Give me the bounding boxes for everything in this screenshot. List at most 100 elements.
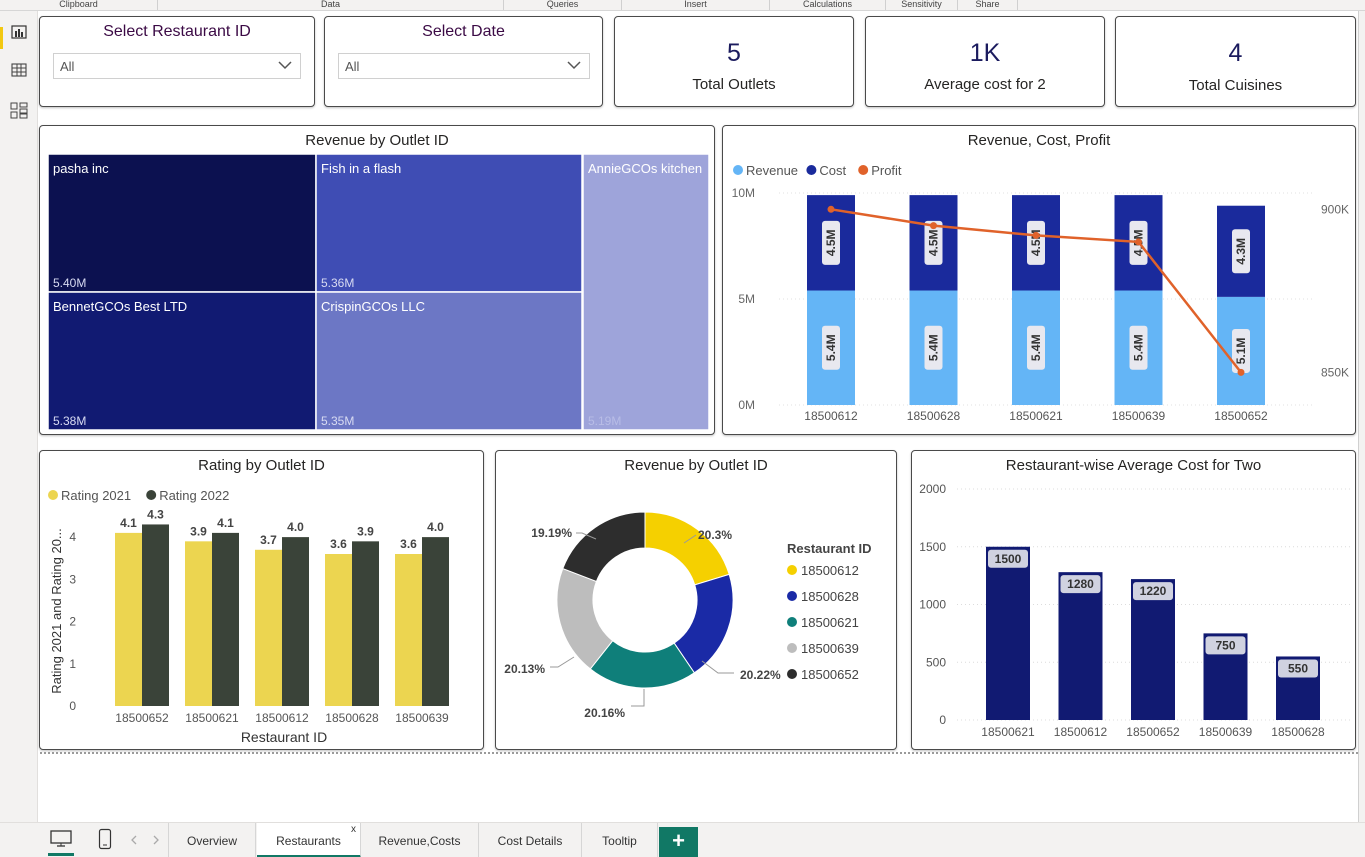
kpi-value: 1K [969,39,1001,67]
slice-label: 20.22% [740,668,781,682]
rating-2021-bar[interactable] [325,554,352,706]
treemap-tile[interactable] [315,153,583,293]
data-label: 4.1 [120,516,137,530]
kpi-average-cost[interactable]: 1K Average cost for 2 [865,16,1105,107]
kpi-total-outlets[interactable]: 5 Total Outlets [614,16,854,107]
table-view-icon[interactable] [10,61,28,79]
profit-point[interactable] [930,222,937,230]
data-label: 3.6 [400,537,417,551]
legend-marker [787,643,797,653]
treemap-tile[interactable] [582,153,710,431]
ribbon-data[interactable]: Data [158,0,504,10]
legend-marker [146,490,157,500]
desktop-layout-icon[interactable] [50,830,72,848]
x-tick-label: 18500621 [185,711,239,725]
avgcost-bar[interactable] [986,546,1030,720]
ribbon-insert[interactable]: Insert [622,0,770,10]
y-tick-label: 1 [69,657,76,671]
rating-2022-bar[interactable] [282,537,309,706]
treemap-tile[interactable] [315,291,583,431]
scroll-right-icon[interactable] [152,835,160,845]
data-label-pill [1232,328,1250,373]
profit-point[interactable] [827,205,835,213]
combo-title: Revenue, Cost, Profit [967,132,1111,149]
treemap-tile-name: BennetGCOs Best LTD [53,299,187,314]
scroll-left-icon[interactable] [130,835,138,845]
donut-title: Revenue by Outlet ID [624,457,768,474]
donut-slice[interactable] [644,511,730,586]
tab-restaurants[interactable]: Restaurants x [257,823,361,857]
restaurant-dropdown[interactable]: All [53,53,301,79]
ribbon-share[interactable]: Share [958,0,1018,10]
kpi-total-cuisines[interactable]: 4 Total Cuisines [1115,16,1356,107]
data-label: 4.1 [217,516,234,530]
ribbon-clipboard[interactable]: Clipboard [0,0,158,10]
treemap-tile[interactable] [47,153,317,293]
x-tick-label: 18500612 [804,409,858,423]
ribbon-calculations[interactable]: Calculations [770,0,886,10]
slicer-restaurant-title: Select Restaurant ID [103,23,251,40]
avgcost-visual[interactable]: Restaurant-wise Average Cost for Two 200… [911,450,1356,750]
slicer-date: Select Date All [324,16,603,107]
data-label: 4.5M [1027,220,1045,265]
y-tick-label: 0 [69,699,76,713]
kpi-label: Average cost for 2 [924,76,1046,93]
data-label-pill [1129,325,1148,370]
treemap-tile-name: pasha inc [53,161,109,176]
add-page-button[interactable]: + [659,827,698,857]
y-tick-label: 4 [69,530,76,544]
rating-2021-bar[interactable] [395,554,422,706]
close-tab-icon[interactable]: x [351,824,356,835]
mobile-layout-icon[interactable] [98,828,112,850]
legend-marker [858,165,869,175]
rating-2021-bar[interactable] [115,532,142,706]
donut-visual[interactable]: Revenue by Outlet ID 20.3% 20.22% 20.16% 20… [495,450,897,750]
y-tick-label: 1500 [919,540,946,554]
profit-point[interactable] [1032,231,1040,239]
treemap-svg: pasha inc 5.40M Fish in a flash 5.36M AnnieG… [47,153,710,431]
rating-2022-bar[interactable] [212,532,239,706]
treemap-visual[interactable]: Revenue by Outlet ID pasha inc 5.40M Fish … [39,125,715,435]
rating-2021-bar[interactable] [185,541,212,706]
profit-point[interactable] [1135,238,1142,246]
rating-visual[interactable]: Rating by Outlet ID Rating 2021 Rating 20… [39,450,484,750]
leader-line [683,534,697,544]
profit-point[interactable] [1237,368,1245,376]
page-boundary-line [40,752,1358,754]
date-dropdown[interactable]: All [338,53,590,79]
rating-2022-bar[interactable] [422,537,449,706]
ribbon-queries[interactable]: Queries [504,0,622,10]
kpi-label: Total Cuisines [1188,77,1283,94]
tab-revenue-costs[interactable]: Revenue,Costs [361,823,479,857]
avgcost-bar[interactable] [1058,572,1103,720]
donut-slice[interactable] [562,511,646,583]
data-label: 4.5M [924,220,943,265]
data-label: 5.4M [924,325,943,370]
rating-2022-bar[interactable] [352,541,379,706]
avgcost-title: Restaurant-wise Average Cost for Two [1005,457,1262,474]
rating-2022-bar[interactable] [142,524,169,706]
x-tick-label: 18500628 [325,711,379,725]
avgcost-bar[interactable] [1131,579,1175,720]
revenue-cost-profit-visual[interactable]: Revenue, Cost, Profit Revenue Cost Profit 1… [722,125,1356,435]
data-label-text: 4.5M [824,229,838,256]
avgcost-chart-svg: 2000 1500 1000 500 0 1500 18500621 1280 18500612… [919,482,1350,739]
report-view-icon[interactable] [10,23,28,41]
legend-marker [787,565,797,575]
data-label: 550 [1288,661,1308,675]
legend-marker [787,617,797,627]
treemap-tile-value: 5.38M [53,414,86,428]
legend-marker [787,669,797,679]
data-label-pill [988,549,1028,568]
slicer-restaurant: Select Restaurant ID All [39,16,315,107]
tab-overview[interactable]: Overview [169,823,256,857]
model-view-icon[interactable] [10,101,28,119]
ribbon-sensitivity[interactable]: Sensitivity [886,0,958,10]
slice-label: 19.19% [531,526,572,540]
rating-2021-bar[interactable] [255,549,282,706]
treemap-tile[interactable] [47,291,317,431]
y2-tick-label: 900K [1321,202,1349,216]
tab-cost-details[interactable]: Cost Details [479,823,582,857]
treemap-tile-value: 5.36M [321,276,354,290]
tab-tooltip[interactable]: Tooltip [582,823,658,857]
